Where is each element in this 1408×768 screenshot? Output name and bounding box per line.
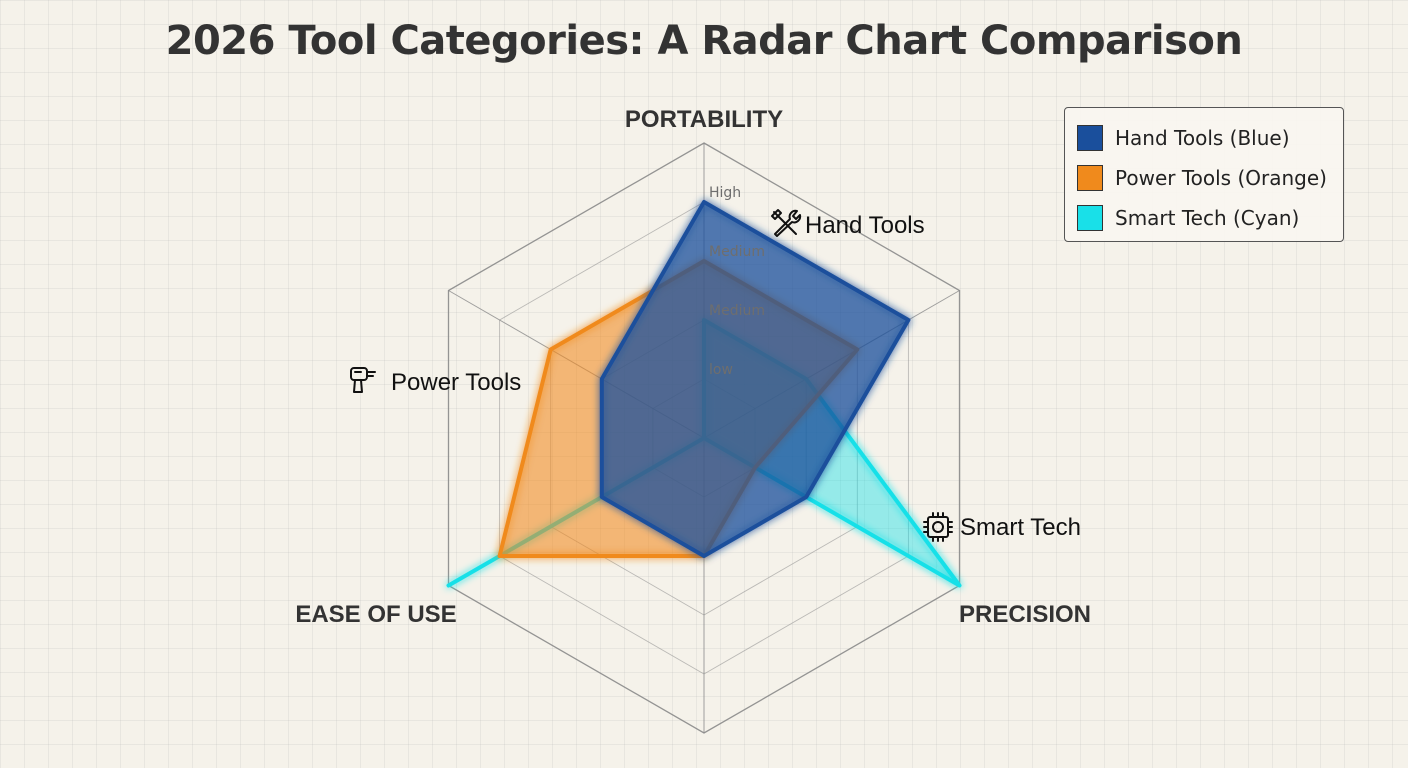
scale-label-1: low bbox=[709, 362, 733, 378]
legend-swatch-smart-tech bbox=[1077, 205, 1103, 231]
legend-swatch-power-tools bbox=[1077, 165, 1103, 191]
scale-label-3: Medium bbox=[709, 244, 765, 260]
legend: Hand Tools (Blue) Power Tools (Orange) S… bbox=[1064, 107, 1344, 242]
wrench-screwdriver-icon bbox=[771, 209, 802, 237]
series-label-smart-tech: Smart Tech bbox=[960, 514, 1081, 541]
chip-body bbox=[927, 516, 949, 538]
scale-label-4: High bbox=[709, 185, 741, 201]
chip-core bbox=[932, 521, 944, 533]
legend-item-power-tools: Power Tools (Orange) bbox=[1077, 158, 1331, 198]
chip-icon bbox=[923, 512, 953, 542]
series-polygon-hand-tools bbox=[599, 200, 911, 558]
legend-label-power-tools: Power Tools (Orange) bbox=[1115, 166, 1327, 190]
legend-item-hand-tools: Hand Tools (Blue) bbox=[1077, 118, 1331, 158]
axis-label-precision: PRECISION bbox=[959, 601, 1091, 628]
series-label-hand-tools: Hand Tools bbox=[805, 212, 925, 239]
drill-icon bbox=[350, 367, 376, 393]
radar-labels: low Medium Medium High PORTABILITY PRECISION E… bbox=[295, 106, 1091, 628]
drill-grip bbox=[353, 379, 363, 393]
series-label-power-tools: Power Tools bbox=[391, 369, 521, 396]
chart-title: 2026 Tool Categories: A Radar Chart Comp… bbox=[165, 18, 1243, 64]
axis-label-portability: PORTABILITY bbox=[625, 106, 783, 133]
radar-series bbox=[446, 200, 962, 588]
screwdriver-handle bbox=[771, 209, 782, 220]
axis-label-ease-of-use: EASE OF USE bbox=[295, 601, 456, 628]
legend-item-smart-tech: Smart Tech (Cyan) bbox=[1077, 198, 1331, 238]
legend-label-hand-tools: Hand Tools (Blue) bbox=[1115, 126, 1290, 150]
legend-label-smart-tech: Smart Tech (Cyan) bbox=[1115, 206, 1300, 230]
chip-pins bbox=[923, 512, 953, 542]
drill-body bbox=[350, 367, 368, 381]
drill-bit bbox=[366, 371, 376, 377]
wrench-head bbox=[774, 209, 802, 237]
legend-swatch-hand-tools bbox=[1077, 125, 1103, 151]
scale-label-2: Medium bbox=[709, 303, 765, 319]
